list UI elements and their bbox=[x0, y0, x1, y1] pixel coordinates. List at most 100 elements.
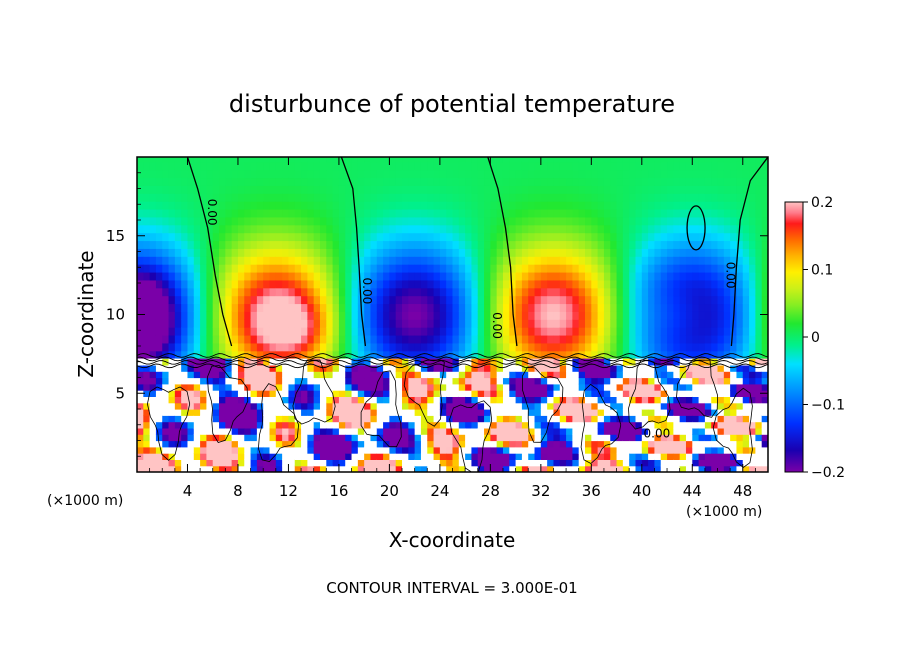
heatmap-cell bbox=[383, 459, 390, 467]
heatmap-cell bbox=[603, 415, 611, 423]
heatmap-cell bbox=[256, 232, 264, 242]
heatmap-cell bbox=[673, 295, 681, 305]
heatmap-cell bbox=[395, 440, 403, 448]
heatmap-cell bbox=[345, 396, 353, 404]
heatmap-cell bbox=[572, 161, 580, 171]
heatmap-cell bbox=[603, 371, 611, 379]
heatmap-cell bbox=[206, 421, 214, 429]
heatmap-cell bbox=[458, 295, 466, 305]
heatmap-cell bbox=[288, 157, 296, 163]
heatmap-cell bbox=[143, 279, 151, 289]
heatmap-cell bbox=[427, 377, 435, 385]
heatmap-cell bbox=[357, 232, 365, 242]
heatmap-cell bbox=[364, 287, 372, 297]
x-tick-label: 36 bbox=[582, 482, 601, 500]
heatmap-cell bbox=[553, 396, 561, 404]
heatmap-cell bbox=[673, 371, 681, 379]
heatmap-cell bbox=[585, 453, 592, 460]
heatmap-cell bbox=[559, 390, 567, 397]
heatmap-cell bbox=[193, 364, 201, 372]
heatmap-cell bbox=[250, 440, 258, 448]
heatmap-cell bbox=[667, 264, 674, 273]
heatmap-cell bbox=[389, 256, 397, 265]
lower-contour-line bbox=[292, 359, 336, 425]
heatmap-cell bbox=[723, 303, 731, 312]
heatmap-cell bbox=[484, 434, 491, 442]
heatmap-cell bbox=[301, 177, 308, 186]
heatmap-cell bbox=[465, 415, 473, 423]
heatmap-cell bbox=[433, 157, 441, 163]
heatmap-cell bbox=[301, 383, 308, 391]
heatmap-cell bbox=[736, 157, 744, 163]
heatmap-cell bbox=[458, 327, 466, 336]
heatmap-cell bbox=[149, 161, 157, 171]
heatmap-cell bbox=[345, 311, 353, 320]
heatmap-cell bbox=[723, 177, 731, 186]
lower-contour-line bbox=[403, 359, 445, 427]
heatmap-cell bbox=[679, 287, 687, 297]
heatmap-cell bbox=[496, 240, 504, 249]
heatmap-cell bbox=[168, 342, 176, 352]
heatmap-cell bbox=[275, 224, 283, 234]
heatmap-cell bbox=[187, 327, 195, 336]
heatmap-cell bbox=[521, 169, 529, 179]
heatmap-cell bbox=[698, 358, 706, 366]
heatmap-cell bbox=[566, 240, 573, 249]
heatmap-cell bbox=[610, 193, 618, 202]
heatmap-cell bbox=[629, 402, 637, 410]
heatmap-cell bbox=[269, 201, 277, 210]
heatmap-cell bbox=[667, 157, 674, 163]
heatmap-cell bbox=[654, 421, 662, 429]
heatmap-cell bbox=[338, 224, 346, 234]
heatmap-cell bbox=[578, 169, 586, 179]
heatmap-cell bbox=[477, 390, 485, 397]
x-tick-label: 12 bbox=[279, 482, 298, 500]
heatmap-cell bbox=[174, 402, 182, 410]
heatmap-cell bbox=[641, 271, 649, 281]
heatmap-cell bbox=[402, 446, 409, 454]
heatmap-cell bbox=[427, 232, 435, 242]
heatmap-cell bbox=[155, 319, 163, 328]
heatmap-cell bbox=[465, 177, 473, 186]
heatmap-cell bbox=[395, 303, 403, 312]
heatmap-cell bbox=[465, 334, 473, 344]
heatmap-cell bbox=[534, 415, 542, 423]
heatmap-cell bbox=[345, 390, 353, 397]
heatmap-cell bbox=[654, 446, 662, 454]
heatmap-cell bbox=[212, 287, 220, 297]
heatmap-cell bbox=[597, 264, 605, 273]
heatmap-cell bbox=[338, 256, 346, 265]
heatmap-cell bbox=[275, 248, 283, 257]
heatmap-cell bbox=[319, 169, 327, 179]
heatmap-cell bbox=[225, 157, 233, 163]
heatmap-cell bbox=[610, 334, 618, 344]
heatmap-cell bbox=[540, 453, 548, 460]
heatmap-cell bbox=[458, 342, 466, 352]
heatmap-cell bbox=[212, 402, 220, 410]
heatmap-cell bbox=[193, 208, 201, 218]
heatmap-cell bbox=[641, 201, 649, 210]
heatmap-cell bbox=[597, 415, 605, 423]
heatmap-cell bbox=[244, 440, 252, 448]
heatmap-cell bbox=[749, 409, 756, 416]
heatmap-cell bbox=[149, 396, 157, 404]
heatmap-cell bbox=[187, 350, 195, 360]
heatmap-cell bbox=[414, 446, 422, 454]
heatmap-cell bbox=[736, 232, 744, 242]
heatmap-cell bbox=[692, 256, 700, 265]
heatmap-cell bbox=[452, 440, 460, 448]
heatmap-cell bbox=[521, 295, 529, 305]
heatmap-cell bbox=[174, 350, 182, 360]
heatmap-cell bbox=[730, 371, 738, 379]
heatmap-cell bbox=[515, 434, 523, 442]
heatmap-cell bbox=[174, 453, 182, 460]
heatmap-cell bbox=[648, 383, 656, 391]
heatmap-cell bbox=[294, 402, 302, 410]
heatmap-cell bbox=[591, 264, 599, 273]
heatmap-cell bbox=[357, 287, 365, 297]
heatmap-cell bbox=[496, 224, 504, 234]
heatmap-cell bbox=[225, 371, 233, 379]
heatmap-cell bbox=[357, 350, 365, 360]
heatmap-cell bbox=[212, 415, 220, 423]
heatmap-cell bbox=[206, 377, 214, 385]
